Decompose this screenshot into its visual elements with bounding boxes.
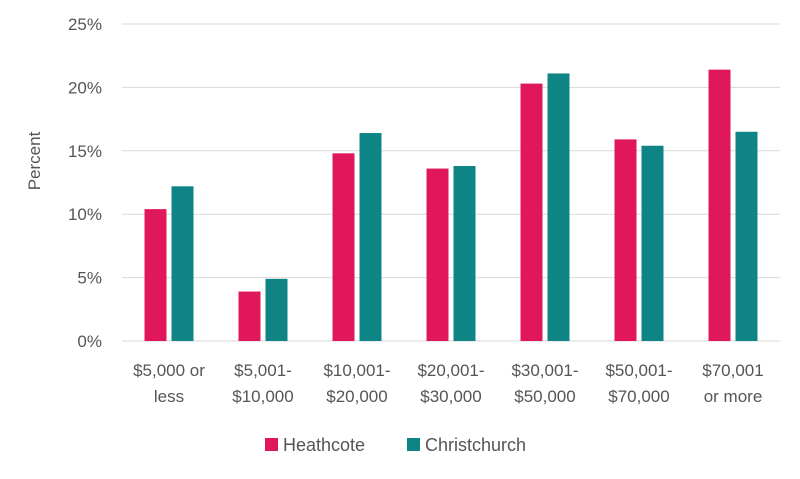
x-tick-label: $70,001 or more bbox=[702, 361, 763, 406]
bar-heathcote bbox=[144, 209, 167, 341]
x-tick-label: $5,000 or less bbox=[133, 361, 205, 406]
x-tick-label: $50,001-$70,000 bbox=[605, 361, 672, 406]
legend: Heathcote Christchurch bbox=[265, 435, 526, 455]
bar-heathcote bbox=[614, 139, 637, 341]
legend-item-christchurch: Christchurch bbox=[407, 435, 526, 455]
y-tick-label: 5% bbox=[77, 269, 102, 288]
y-tick-label: 25% bbox=[68, 15, 102, 34]
bar-heathcote bbox=[332, 153, 355, 341]
bar-heathcote bbox=[426, 168, 449, 341]
legend-label: Christchurch bbox=[425, 435, 526, 455]
x-axis: $5,000 or less $5,001-$10,000 $10,001-$20,0… bbox=[133, 361, 764, 406]
legend-item-heathcote: Heathcote bbox=[265, 435, 365, 455]
x-tick-label: $20,001-$30,000 bbox=[417, 361, 484, 406]
bar-christchurch bbox=[171, 186, 194, 341]
bar-heathcote bbox=[238, 291, 261, 341]
y-tick-label: 15% bbox=[68, 142, 102, 161]
legend-swatch bbox=[265, 438, 278, 451]
bar-christchurch bbox=[735, 131, 758, 341]
x-tick-label: $5,001-$10,000 bbox=[232, 361, 293, 406]
x-tick-label: $10,001-$20,000 bbox=[323, 361, 390, 406]
y-tick-label: 20% bbox=[68, 78, 102, 97]
legend-swatch bbox=[407, 438, 420, 451]
bar-christchurch bbox=[265, 278, 288, 341]
bar-heathcote bbox=[520, 83, 543, 341]
bar-christchurch bbox=[359, 133, 382, 341]
y-tick-label: 10% bbox=[68, 205, 102, 224]
y-axis: 0% 5% 10% 15% 20% 25% bbox=[68, 15, 102, 351]
y-tick-label: 0% bbox=[77, 332, 102, 351]
legend-label: Heathcote bbox=[283, 435, 365, 455]
bar-christchurch bbox=[547, 73, 570, 342]
bar-christchurch bbox=[453, 166, 476, 341]
gridlines bbox=[122, 23, 780, 342]
bar-christchurch bbox=[641, 145, 664, 341]
x-tick-label: $30,001-$50,000 bbox=[511, 361, 578, 406]
y-axis-title: Percent bbox=[25, 131, 44, 190]
bars bbox=[144, 69, 758, 342]
bar-heathcote bbox=[708, 69, 731, 341]
